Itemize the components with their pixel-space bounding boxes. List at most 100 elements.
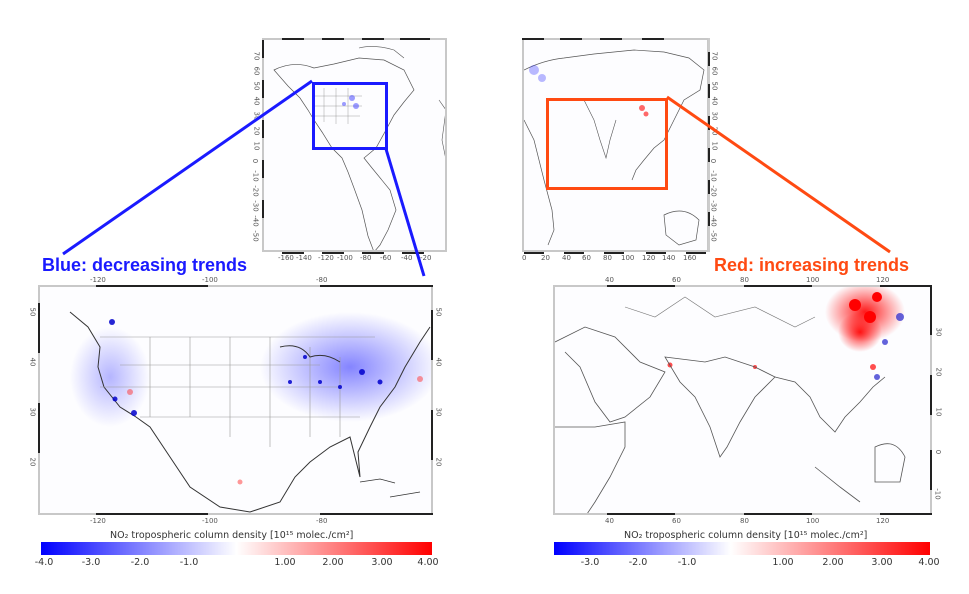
colorbar-label: -2.0	[130, 557, 150, 568]
colorbar-title-left: NO₂ tropospheric column density [10¹⁵ mo…	[110, 530, 354, 541]
x-tick: 40	[605, 276, 614, 284]
colorbar-label: 4.00	[417, 557, 439, 568]
y-tick: -30	[709, 200, 718, 212]
x-tick: 60	[672, 276, 681, 284]
y-tick: 50	[434, 307, 443, 317]
colorbar-label: 3.00	[871, 557, 893, 568]
y-tick: 70	[252, 51, 261, 61]
colorbar-label: 2.00	[322, 557, 344, 568]
y-tick: 30	[710, 111, 719, 121]
zoom-map-asia	[553, 285, 932, 515]
x-tick: 80	[740, 517, 749, 525]
colorbar-label: -3.0	[580, 557, 600, 568]
x-tick: -80	[316, 276, 328, 284]
caption-decreasing-trends: Blue: decreasing trends	[42, 255, 248, 275]
north-america-coastline	[69, 311, 431, 513]
y-tick: 40	[710, 96, 719, 106]
x-tick: -40	[401, 254, 413, 262]
y-tick: 0	[251, 158, 260, 164]
x-tick: 120	[876, 276, 890, 284]
x-tick: 120	[642, 254, 656, 262]
overview-map-americas	[262, 38, 447, 252]
y-tick: 30	[434, 407, 443, 417]
y-tick: 60	[252, 66, 261, 76]
colorbar-label: 4.00	[918, 557, 940, 568]
colorbar-right	[554, 542, 930, 555]
y-tick: 20	[434, 457, 443, 467]
highlight-box-asia	[546, 98, 668, 190]
x-tick: -60	[380, 254, 392, 262]
x-tick: 80	[740, 276, 749, 284]
y-tick: 40	[434, 357, 443, 367]
x-tick: -120	[318, 254, 334, 262]
y-tick: -20	[251, 185, 260, 197]
x-tick: 100	[806, 276, 820, 284]
x-tick: 40	[605, 517, 614, 525]
x-tick: 100	[806, 517, 820, 525]
y-tick: 30	[252, 111, 261, 121]
x-tick: -80	[360, 254, 372, 262]
y-tick: -10	[933, 488, 942, 500]
y-tick: 0	[934, 449, 943, 455]
x-tick: 60	[672, 517, 681, 525]
y-tick: -10	[709, 170, 718, 182]
y-tick: 30	[934, 327, 943, 337]
colorbar-title-right: NO₂ tropospheric column density [10¹⁵ mo…	[624, 530, 868, 541]
y-tick: -40	[709, 215, 718, 227]
colorbar-label: -2.0	[628, 557, 648, 568]
x-tick: -20	[420, 254, 432, 262]
y-tick: 50	[710, 81, 719, 91]
x-tick: 120	[876, 517, 890, 525]
x-tick: -160	[278, 254, 294, 262]
x-tick: 140	[662, 254, 676, 262]
y-tick: 40	[252, 96, 261, 106]
x-tick: 60	[582, 254, 591, 262]
y-tick: 20	[28, 457, 37, 467]
y-tick: 60	[710, 66, 719, 76]
colorbar-label: 1.00	[772, 557, 794, 568]
x-tick: 20	[541, 254, 550, 262]
y-tick: -10	[251, 170, 260, 182]
y-tick: -50	[709, 230, 718, 242]
overview-map-asia	[522, 38, 709, 252]
x-tick: 40	[562, 254, 571, 262]
x-tick: 160	[683, 254, 697, 262]
y-tick: 0	[709, 158, 718, 164]
y-tick: 70	[710, 51, 719, 61]
colorbar-label: 3.00	[371, 557, 393, 568]
y-tick: 10	[934, 407, 943, 417]
colorbar-left	[41, 542, 432, 555]
colorbar-label: -1.0	[677, 557, 697, 568]
x-tick: -80	[316, 517, 328, 525]
y-tick: -40	[251, 215, 260, 227]
x-tick: 80	[603, 254, 612, 262]
colorbar-label: -3.0	[81, 557, 101, 568]
colorbar-label: -4.0	[34, 557, 54, 568]
y-tick: 50	[28, 307, 37, 317]
colorbar-label: 2.00	[822, 557, 844, 568]
colorbar-label: 1.00	[274, 557, 296, 568]
y-tick: 20	[252, 126, 261, 136]
x-tick: -100	[202, 517, 218, 525]
x-tick: -100	[337, 254, 353, 262]
y-tick: -30	[251, 200, 260, 212]
x-tick: -120	[90, 517, 106, 525]
x-tick: 0	[522, 254, 527, 262]
x-tick: -100	[202, 276, 218, 284]
y-tick: 10	[710, 141, 719, 151]
y-tick: -20	[709, 185, 718, 197]
highlight-box-north-america	[312, 82, 388, 150]
x-tick: 100	[621, 254, 635, 262]
x-tick: -140	[296, 254, 312, 262]
caption-increasing-trends: Red: increasing trends	[714, 255, 910, 275]
colorbar-label: -1.0	[179, 557, 199, 568]
asia-zoom-coastline	[555, 287, 906, 513]
y-tick: 40	[28, 357, 37, 367]
y-tick: 50	[252, 81, 261, 91]
y-tick: 20	[710, 126, 719, 136]
y-tick: 30	[28, 407, 37, 417]
y-tick: -50	[251, 230, 260, 242]
y-tick: 20	[934, 367, 943, 377]
x-tick: -120	[90, 276, 106, 284]
y-tick: 10	[252, 141, 261, 151]
